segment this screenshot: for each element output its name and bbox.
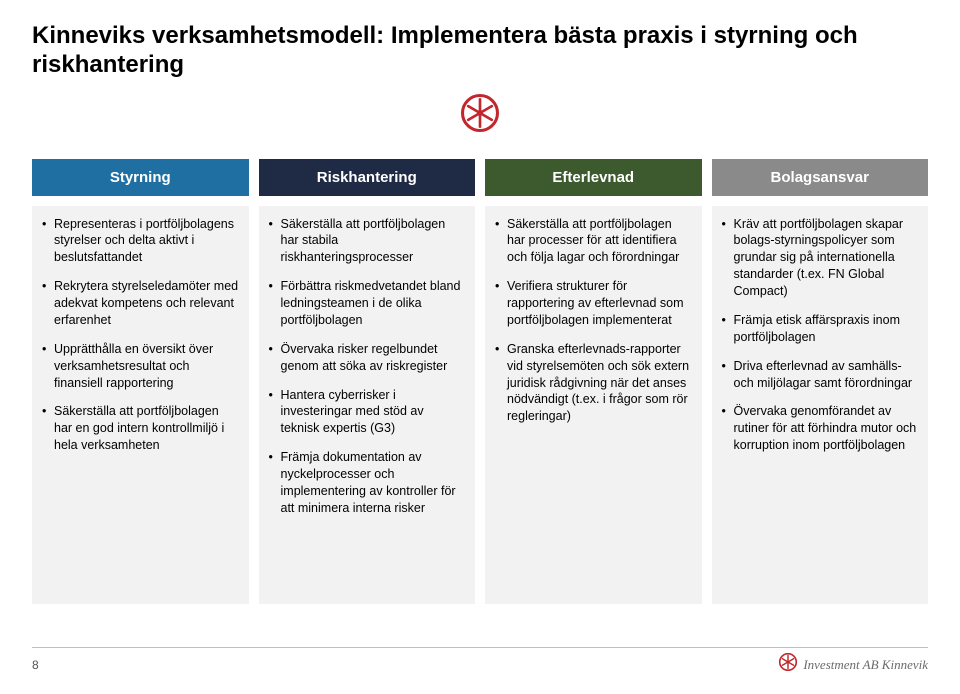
list-item: Övervaka risker regelbundet genom att sö… [269, 341, 466, 375]
footer: 8 Investment AB Kinnevik [0, 653, 960, 676]
list-item: Säkerställa att portföljbolagen har stab… [269, 216, 466, 267]
column: Efterlevnad Säkerställa att portföljbolag… [485, 159, 702, 604]
column-header: Efterlevnad [485, 159, 702, 196]
kinnevik-logo-icon [461, 94, 499, 137]
list-item: Säkerställa att portföljbolagen har proc… [495, 216, 692, 267]
columns-container: Styrning Representeras i portföljbolagens… [32, 159, 928, 604]
column: Styrning Representeras i portföljbolagens… [32, 159, 249, 604]
column-list: Representeras i portföljbolagens styrels… [42, 216, 239, 455]
column-body: Säkerställa att portföljbolagen har proc… [485, 206, 702, 604]
brand-text: Investment AB Kinnevik [803, 657, 928, 673]
list-item: Hantera cyberrisker i investeringar med … [269, 387, 466, 438]
slide-page: Kinneviks verksamhetsmodell: Implementer… [0, 0, 960, 694]
column-list: Kräv att portföljbolagen skapar bolags-s… [722, 216, 919, 455]
list-item: Granska efterlevnads-rapporter vid styre… [495, 341, 692, 425]
column-header: Riskhantering [259, 159, 476, 196]
list-item: Verifiera strukturer för rapportering av… [495, 278, 692, 329]
list-item: Främja etisk affärspraxis inom portföljb… [722, 312, 919, 346]
list-item: Kräv att portföljbolagen skapar bolags-s… [722, 216, 919, 300]
column-list: Säkerställa att portföljbolagen har stab… [269, 216, 466, 517]
column-body: Representeras i portföljbolagens styrels… [32, 206, 249, 604]
column-header: Styrning [32, 159, 249, 196]
list-item: Rekrytera styrelseledamöter med adekvat … [42, 278, 239, 329]
footer-divider [32, 647, 928, 648]
logo-container [32, 94, 928, 137]
list-item: Övervaka genomförandet av rutiner för at… [722, 403, 919, 454]
list-item: Driva efterlevnad av samhälls- och miljö… [722, 358, 919, 392]
column: Riskhantering Säkerställa att portföljbol… [259, 159, 476, 604]
list-item: Säkerställa att portföljbolagen har en g… [42, 403, 239, 454]
brand-logo-icon [779, 653, 797, 676]
brand: Investment AB Kinnevik [779, 653, 928, 676]
list-item: Förbättra riskmedvetandet bland lednings… [269, 278, 466, 329]
column-list: Säkerställa att portföljbolagen har proc… [495, 216, 692, 426]
page-number: 8 [32, 658, 39, 672]
page-title: Kinneviks verksamhetsmodell: Implementer… [32, 22, 928, 80]
column-body: Säkerställa att portföljbolagen har stab… [259, 206, 476, 604]
list-item: Främja dokumentation av nyckelprocesser … [269, 449, 466, 517]
column-body: Kräv att portföljbolagen skapar bolags-s… [712, 206, 929, 604]
list-item: Upprätthålla en översikt över verksamhet… [42, 341, 239, 392]
list-item: Representeras i portföljbolagens styrels… [42, 216, 239, 267]
column-header: Bolagsansvar [712, 159, 929, 196]
column: Bolagsansvar Kräv att portföljbolagen ska… [712, 159, 929, 604]
